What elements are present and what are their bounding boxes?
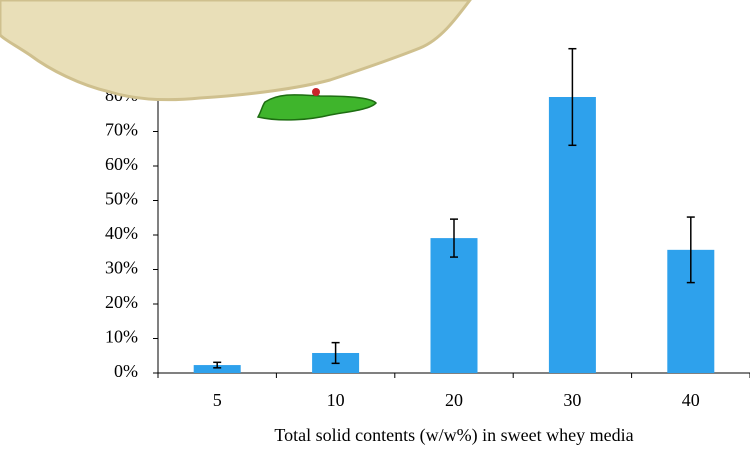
- green-shape: [256, 94, 378, 121]
- x-tick-label: 20: [445, 390, 463, 410]
- x-axis-title: Total solid contents (w/w%) in sweet whe…: [274, 425, 633, 446]
- x-tick-label: 30: [563, 390, 581, 410]
- y-tick-label: 70%: [105, 120, 138, 140]
- y-tick-label: 60%: [105, 154, 138, 174]
- bar: [193, 365, 241, 373]
- y-tick-label: 30%: [105, 258, 138, 278]
- x-tick-label: 10: [327, 390, 345, 410]
- bar: [430, 238, 478, 373]
- y-tick-label: 40%: [105, 223, 138, 243]
- y-tick-label: 50%: [105, 189, 138, 209]
- y-tick-label: 20%: [105, 292, 138, 312]
- red-dot: [312, 88, 320, 96]
- y-tick-label: 0%: [114, 361, 138, 381]
- x-tick-label: 5: [213, 390, 222, 410]
- x-tick-label: 40: [682, 390, 700, 410]
- overlay-image: [0, 0, 472, 121]
- texture-blob: [0, 0, 472, 102]
- y-tick-label: 10%: [105, 327, 138, 347]
